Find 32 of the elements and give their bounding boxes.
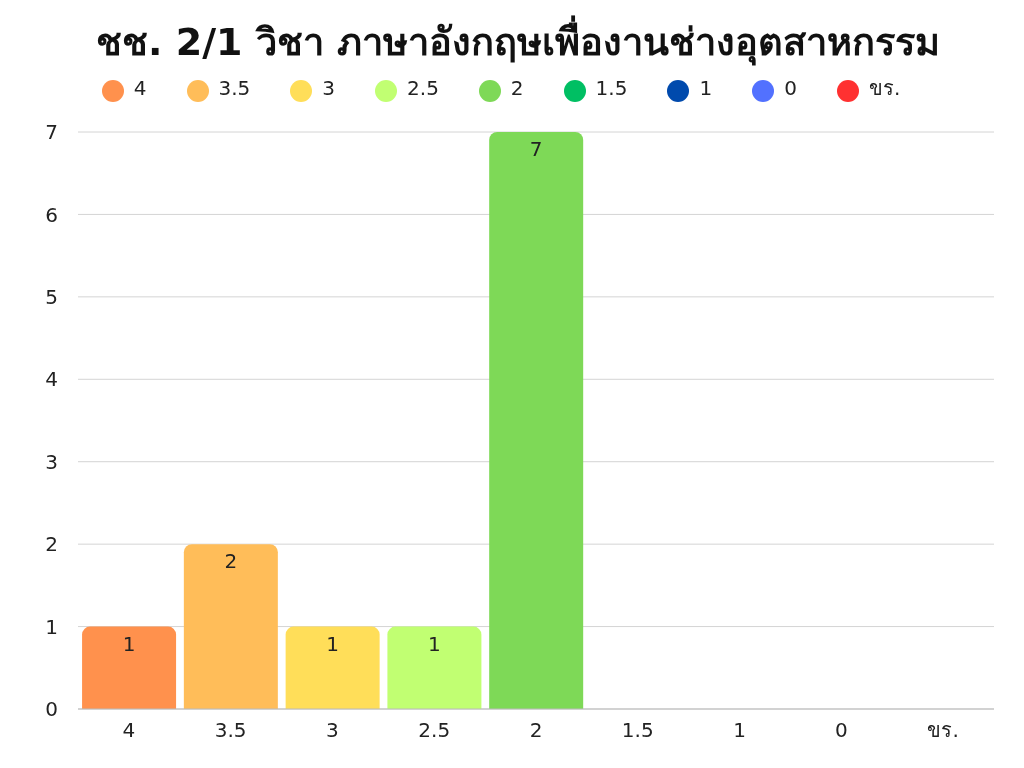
data-label: 1: [326, 631, 339, 656]
legend-label: 3: [322, 76, 336, 100]
legend-label: 1: [699, 76, 713, 100]
data-label: 1: [428, 631, 441, 656]
x-tick-label: ขร.: [927, 718, 959, 743]
y-tick-label: 0: [45, 697, 58, 722]
data-label: 2: [224, 549, 238, 574]
y-tick-label: 7: [45, 120, 58, 145]
x-tick-label: 2.5: [418, 718, 451, 743]
legend-label: 0: [784, 76, 797, 100]
legend-label: 2.5: [407, 76, 439, 100]
y-tick-label: 3: [45, 449, 58, 474]
y-tick-label: 5: [45, 284, 58, 309]
x-tick-label: 3: [326, 718, 339, 743]
legend-label: 3.5: [218, 76, 251, 100]
chart-title: ชช. 2/1 วิชา ภาษาอังกฤษเพื่องานช่างอุตสาหกรรม: [96, 14, 940, 68]
x-tick-label: 2: [529, 718, 543, 743]
x-tick-label: 1.5: [621, 718, 654, 743]
data-label: 1: [122, 631, 136, 656]
x-tick-label: 1: [733, 718, 746, 743]
y-tick-label: 4: [45, 367, 58, 392]
x-tick-label: 4: [122, 718, 136, 743]
legend-label: 1.5: [595, 76, 628, 100]
legend-label: ขร.: [868, 76, 901, 100]
data-label: 7: [529, 137, 543, 161]
y-tick-label: 2: [45, 532, 58, 557]
legend-label: 2: [510, 76, 524, 100]
legend-label: 4: [133, 76, 147, 100]
y-tick-label: 1: [45, 614, 58, 639]
x-tick-label: 3.5: [214, 718, 247, 743]
y-tick-label: 6: [45, 202, 58, 227]
x-tick-label: 0: [834, 718, 848, 743]
